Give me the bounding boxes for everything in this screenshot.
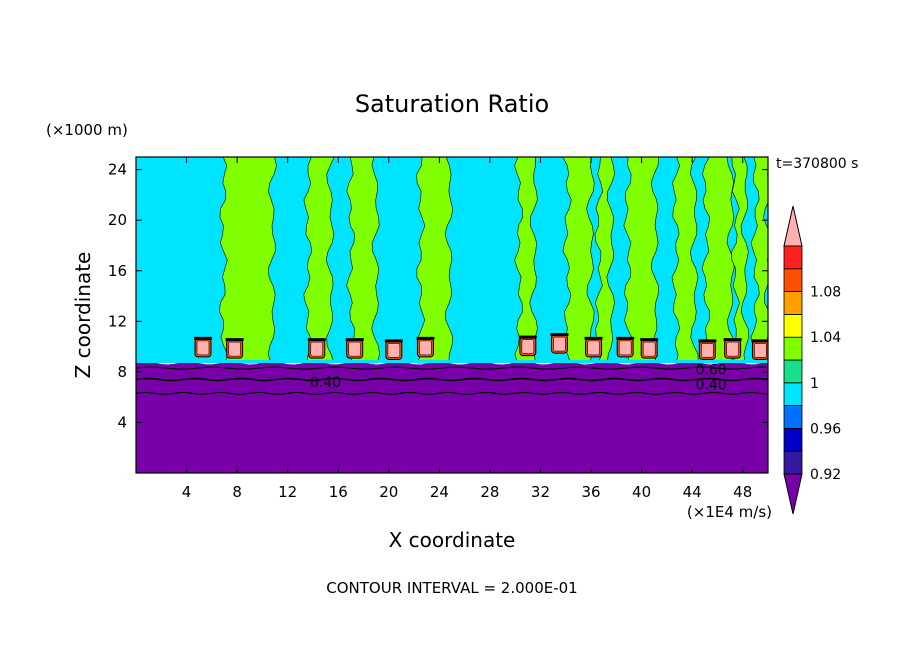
supersaturated-column xyxy=(701,157,736,364)
cloud-cell-cap xyxy=(225,338,244,342)
cloud-cell-cap xyxy=(616,336,635,340)
colorbar-segment xyxy=(783,450,803,475)
cloud-cell-cap xyxy=(584,336,603,340)
cloud-cell-core xyxy=(642,341,656,357)
contour-line xyxy=(136,391,768,395)
y-tick-label: 4 xyxy=(117,413,127,431)
x-tick-label: 36 xyxy=(581,483,600,501)
x-tick-label: 24 xyxy=(430,483,449,501)
colorbar-segment xyxy=(783,245,803,270)
cloud-cell-core xyxy=(348,341,361,357)
cloud-cell-core xyxy=(618,340,632,356)
cloud-cell-cap xyxy=(518,335,537,339)
contour-lines xyxy=(136,366,768,395)
contour-interval-footer: CONTOUR INTERVAL = 2.000E-01 xyxy=(326,579,577,597)
cloud-cell-core xyxy=(701,343,714,358)
cloud-cell-cap xyxy=(723,338,742,342)
colorbar-arrow-top xyxy=(783,205,803,247)
dry-layer xyxy=(136,361,768,473)
cloud-cell-core xyxy=(553,336,566,352)
cloud-cell-cap xyxy=(193,336,212,340)
cloud-cell-cap xyxy=(640,338,659,342)
colorbar-segment xyxy=(783,427,803,452)
colorbar-segment xyxy=(783,336,803,361)
x-tick-label: 20 xyxy=(379,483,398,501)
contour-labels: 0.400.600.40 xyxy=(310,362,727,393)
y-tick-label: 20 xyxy=(108,211,127,229)
y-axis-ticks: 4 8 12 16 20 24 xyxy=(108,161,768,431)
colorbar-label: 0.96 xyxy=(810,421,841,437)
contour-line xyxy=(136,377,768,382)
x-tick-label: 8 xyxy=(232,483,242,501)
supersaturated-column xyxy=(416,157,454,364)
x-tick-label: 28 xyxy=(480,483,499,501)
x-tick-label: 44 xyxy=(683,483,702,501)
y-tick-label: 24 xyxy=(108,161,127,179)
cloud-cell-core xyxy=(726,341,739,357)
colorbar-segment xyxy=(783,382,803,406)
cloud-cell-cap xyxy=(698,339,717,343)
cloud-cell-core xyxy=(310,341,324,357)
x-tick-label: 16 xyxy=(329,483,348,501)
y-units-label: (×1000 m) xyxy=(46,121,128,139)
x-tick-label: 4 xyxy=(182,483,192,501)
colorbar-segment xyxy=(783,359,803,384)
cloud-cells xyxy=(193,333,768,360)
x-units-label: (×1E4 m/s) xyxy=(687,503,772,521)
cloud-cell-cap xyxy=(751,339,768,343)
transition-band xyxy=(136,360,768,364)
x-axis-label: X coordinate xyxy=(389,528,516,552)
chart-title: Saturation Ratio xyxy=(355,90,549,118)
cloud-cell-cap xyxy=(550,333,569,337)
colorbar-segment xyxy=(783,268,803,292)
y-axis-label: Z coordinate xyxy=(71,252,95,379)
colorbar-segment xyxy=(783,405,803,429)
contour-line xyxy=(136,366,768,370)
supersaturated-column xyxy=(562,157,595,364)
contour-label: 0.60 xyxy=(696,362,727,378)
colorbar-segment xyxy=(783,313,803,338)
colorbar-arrow-bottom xyxy=(783,473,803,515)
colorbar-label: 0.92 xyxy=(810,467,841,483)
plot-area xyxy=(136,157,768,473)
cloud-cell-core xyxy=(587,340,600,356)
contour-label: 0.40 xyxy=(696,378,727,394)
cloud-cell-core xyxy=(521,339,535,354)
plot-frame xyxy=(135,156,769,474)
x-tick-label: 40 xyxy=(632,483,651,501)
colorbar: 0.92 0.96 1 1.04 1.08 xyxy=(783,205,841,515)
cloud-cell-core xyxy=(196,340,210,356)
x-tick-label: 48 xyxy=(733,483,752,501)
cloud-cell-core xyxy=(754,343,767,358)
colorbar-label: 1.08 xyxy=(810,285,841,301)
cloud-cell-core xyxy=(419,340,432,356)
x-tick-label: 32 xyxy=(531,483,550,501)
colorbar-segment xyxy=(783,291,803,315)
cloud-cell-cap xyxy=(307,338,326,342)
field-fill xyxy=(136,157,768,473)
cloud-cell-cap xyxy=(384,339,403,343)
cloud-cell-cap xyxy=(416,336,435,340)
x-tick-label: 12 xyxy=(278,483,297,501)
colorbar-label: 1.04 xyxy=(810,330,841,346)
contour-label: 0.40 xyxy=(310,375,341,391)
cloud-cell-core xyxy=(228,341,241,357)
y-tick-label: 12 xyxy=(108,312,127,330)
supersaturated-column xyxy=(219,157,277,364)
cloud-cell-core xyxy=(387,343,401,358)
cloud-cell-cap xyxy=(345,338,364,342)
y-tick-label: 8 xyxy=(117,363,127,381)
x-axis-ticks: 4 8 12 16 20 24 28 32 36 40 44 48 xyxy=(182,157,752,501)
time-label: t=370800 s xyxy=(776,156,858,172)
y-tick-label: 16 xyxy=(108,262,127,280)
colorbar-label: 1 xyxy=(810,376,819,392)
